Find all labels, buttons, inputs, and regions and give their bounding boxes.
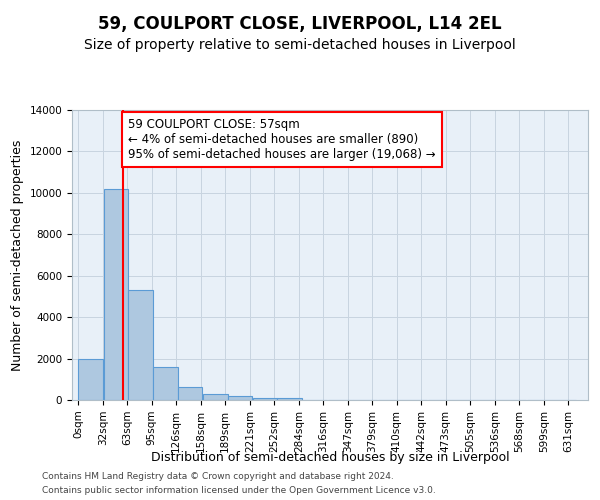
Bar — [227, 396, 252, 400]
Text: Size of property relative to semi-detached houses in Liverpool: Size of property relative to semi-detach… — [84, 38, 516, 52]
Text: Contains public sector information licensed under the Open Government Licence v3: Contains public sector information licen… — [42, 486, 436, 495]
Bar — [253, 398, 277, 400]
Bar — [277, 398, 302, 400]
Bar — [128, 290, 152, 400]
Text: Distribution of semi-detached houses by size in Liverpool: Distribution of semi-detached houses by … — [151, 451, 509, 464]
Bar — [178, 387, 202, 400]
Text: 59 COULPORT CLOSE: 57sqm
← 4% of semi-detached houses are smaller (890)
95% of s: 59 COULPORT CLOSE: 57sqm ← 4% of semi-de… — [128, 118, 436, 162]
Bar — [104, 188, 128, 400]
Bar — [79, 358, 103, 400]
Text: Contains HM Land Registry data © Crown copyright and database right 2024.: Contains HM Land Registry data © Crown c… — [42, 472, 394, 481]
Bar — [203, 394, 227, 400]
Bar — [154, 367, 178, 400]
Text: 59, COULPORT CLOSE, LIVERPOOL, L14 2EL: 59, COULPORT CLOSE, LIVERPOOL, L14 2EL — [98, 15, 502, 33]
Y-axis label: Number of semi-detached properties: Number of semi-detached properties — [11, 140, 24, 370]
